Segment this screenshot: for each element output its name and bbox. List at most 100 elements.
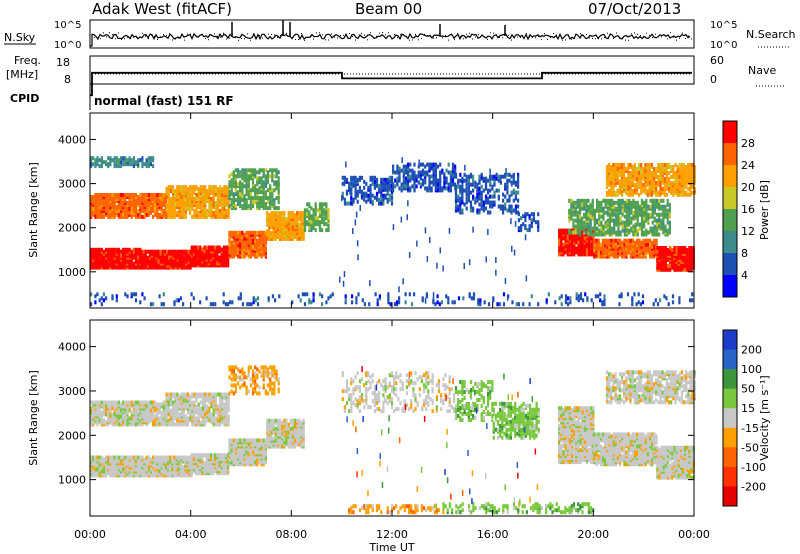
data-cell bbox=[351, 294, 354, 299]
data-cell bbox=[478, 178, 481, 183]
data-cell bbox=[643, 200, 646, 205]
data-cell bbox=[148, 253, 152, 258]
data-cell bbox=[585, 208, 588, 213]
data-cell bbox=[192, 245, 195, 250]
data-cell bbox=[189, 253, 192, 258]
data-cell bbox=[201, 208, 205, 213]
data-cell bbox=[613, 230, 616, 235]
data-cell bbox=[618, 302, 621, 307]
data-cell bbox=[520, 224, 523, 229]
data-cell bbox=[206, 212, 209, 217]
data-cell bbox=[410, 302, 414, 307]
data-cell bbox=[187, 253, 190, 258]
data-cell bbox=[316, 208, 319, 213]
data-cell bbox=[621, 208, 624, 213]
data-cell bbox=[258, 252, 261, 257]
data-cell bbox=[98, 164, 101, 169]
data-cell bbox=[428, 178, 431, 183]
data-cell bbox=[193, 208, 196, 213]
data-cell bbox=[173, 300, 176, 305]
data-cell bbox=[165, 203, 168, 207]
data-cell bbox=[239, 180, 242, 185]
data-cell bbox=[572, 200, 575, 205]
data-cell bbox=[678, 296, 681, 301]
data-cell bbox=[581, 234, 584, 239]
data-cell bbox=[645, 216, 648, 221]
data-cell bbox=[647, 204, 650, 209]
data-cell bbox=[411, 174, 414, 179]
data-cell bbox=[487, 210, 490, 215]
data-cell bbox=[620, 182, 624, 187]
data-cell bbox=[137, 253, 140, 258]
data-cell bbox=[620, 292, 623, 297]
data-cell bbox=[132, 292, 135, 297]
data-cell bbox=[256, 302, 260, 307]
data-cell bbox=[176, 249, 179, 254]
data-cell bbox=[209, 245, 213, 250]
data-cell bbox=[287, 233, 290, 237]
data-cell bbox=[628, 198, 631, 203]
nsearch-point bbox=[307, 37, 308, 39]
data-cell bbox=[256, 238, 259, 243]
data-cell bbox=[479, 298, 482, 303]
nsearch-point bbox=[640, 35, 641, 37]
data-cell bbox=[662, 198, 665, 203]
data-cell bbox=[382, 193, 385, 198]
data-cell bbox=[413, 184, 416, 189]
data-cell bbox=[266, 178, 270, 183]
nsearch-point bbox=[412, 39, 413, 41]
data-cell bbox=[599, 250, 602, 255]
nsearch-point bbox=[607, 32, 608, 34]
data-cell bbox=[619, 202, 622, 207]
data-cell bbox=[392, 164, 395, 169]
data-cell bbox=[90, 195, 93, 199]
data-cell bbox=[646, 171, 649, 175]
data-cell bbox=[411, 184, 414, 189]
data-cell bbox=[111, 294, 114, 299]
data-cell bbox=[291, 300, 294, 305]
data-cell bbox=[232, 192, 235, 197]
data-cell bbox=[615, 206, 618, 211]
data-cell bbox=[318, 202, 322, 207]
data-cell bbox=[170, 253, 173, 258]
data-cell bbox=[191, 191, 194, 196]
data-cell bbox=[269, 168, 272, 173]
data-cell bbox=[459, 172, 462, 177]
data-cell bbox=[634, 204, 637, 209]
data-cell bbox=[148, 249, 152, 254]
data-cell bbox=[227, 245, 230, 250]
data-cell bbox=[252, 300, 255, 305]
data-cell bbox=[630, 200, 633, 205]
data-cell bbox=[651, 240, 654, 245]
data-cell bbox=[411, 168, 414, 173]
data-cell bbox=[663, 192, 666, 197]
data-cell bbox=[477, 298, 480, 303]
data-cell bbox=[599, 298, 602, 303]
data-cell bbox=[350, 175, 353, 180]
data-cell bbox=[117, 253, 120, 258]
data-cell bbox=[646, 163, 649, 167]
data-cell bbox=[487, 196, 490, 201]
data-cell bbox=[154, 203, 157, 207]
data-cell bbox=[402, 186, 405, 191]
data-cell bbox=[96, 193, 99, 197]
data-cell bbox=[224, 245, 228, 250]
data-cell bbox=[693, 165, 696, 169]
nsearch-point bbox=[175, 38, 176, 40]
data-cell bbox=[360, 189, 364, 194]
data-cell bbox=[248, 302, 251, 307]
data-cell bbox=[388, 175, 391, 180]
data-cell bbox=[674, 186, 677, 191]
data-cell bbox=[100, 247, 103, 252]
data-cell bbox=[586, 296, 589, 301]
data-cell bbox=[461, 208, 464, 213]
data-cell bbox=[632, 214, 635, 219]
scatter-cell bbox=[487, 229, 489, 235]
nsearch-point bbox=[577, 34, 578, 36]
data-cell bbox=[680, 163, 683, 167]
data-cell bbox=[623, 175, 626, 179]
data-cell bbox=[612, 163, 615, 167]
data-cell bbox=[258, 230, 261, 235]
data-cell bbox=[574, 224, 577, 229]
nsearch-point bbox=[505, 33, 506, 34]
